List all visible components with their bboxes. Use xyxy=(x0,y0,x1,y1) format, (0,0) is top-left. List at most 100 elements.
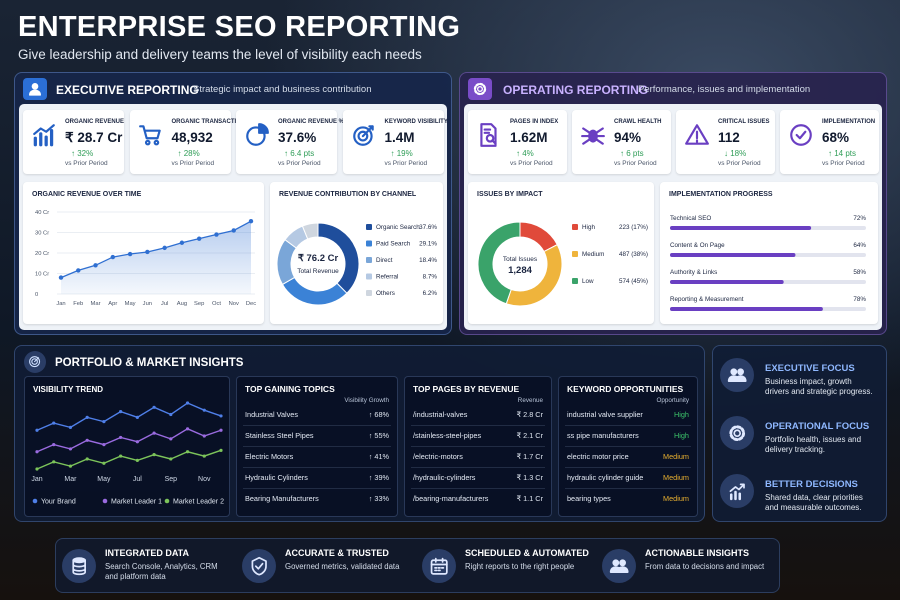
x-tick-label: Mar xyxy=(91,301,101,307)
row-label: Industrial Valves xyxy=(245,410,298,419)
x-tick-label: Nov xyxy=(198,476,211,483)
feature-title: ACTIONABLE INSIGHTS xyxy=(645,548,750,558)
value-label: 64% xyxy=(853,242,866,249)
panel-body: PAGES IN INDEX 1.62M ↑ 4% vs Prior Period CR… xyxy=(464,104,882,330)
focus-text: Business impact, growth drivers and stra… xyxy=(765,377,873,396)
operating-panel: OPERATING REPORTING Performance, issues a… xyxy=(459,72,887,335)
row-divider xyxy=(565,488,691,489)
kpi-label: ORGANIC TRANSACTIONS xyxy=(171,119,250,125)
legend-label: Low xyxy=(582,278,594,285)
row-divider xyxy=(411,446,545,447)
point xyxy=(52,460,56,464)
row-value: ↑ 39% xyxy=(368,473,389,482)
point xyxy=(52,421,56,425)
row-label: /electric-motors xyxy=(413,452,463,461)
icon xyxy=(138,125,161,146)
donut-segment xyxy=(477,221,521,305)
executive-panel: EXECUTIVE REPORTING Strategic impact and … xyxy=(14,72,452,335)
icon xyxy=(685,124,709,145)
row-label: industrial valve supplier xyxy=(567,410,643,419)
row-divider xyxy=(411,467,545,468)
icon xyxy=(430,557,448,575)
kpi-card: ORGANIC TRANSACTIONS 48,932 ↑ 28% vs Prior … xyxy=(129,110,249,174)
x-tick-label: Aug xyxy=(177,301,187,307)
row-value: ₹ 1.3 Cr xyxy=(516,473,543,482)
icon xyxy=(29,356,41,368)
icon-shape xyxy=(144,139,151,146)
x-tick-label: Apr xyxy=(108,301,117,307)
donut-segment xyxy=(281,276,348,306)
icon xyxy=(729,483,745,500)
kpi-label: IMPLEMENTATION xyxy=(822,119,876,125)
legend-label: Organic Search xyxy=(376,224,420,231)
icon-shape xyxy=(685,124,709,145)
kpi-value: 112 xyxy=(718,130,740,145)
row-divider xyxy=(411,488,545,489)
kpi-note: vs Prior Period xyxy=(384,160,428,167)
feature-text: Search Console, Analytics, CRM and platf… xyxy=(105,562,218,581)
icon-shape xyxy=(609,565,629,573)
x-tick-label: Nov xyxy=(229,301,239,307)
value-label: 37.6% xyxy=(419,224,437,231)
point xyxy=(35,428,39,432)
card-title: KEYWORD OPPORTUNITIES xyxy=(567,384,684,394)
row-value: Medium xyxy=(663,473,689,482)
kpi-note: vs Prior Period xyxy=(614,160,657,167)
point xyxy=(202,454,206,458)
kpi-note: vs Prior Period xyxy=(510,160,553,167)
row-label: electric motor price xyxy=(567,452,629,461)
donut-segment xyxy=(301,222,319,240)
legend-label: Others xyxy=(376,290,395,297)
kpi-note: vs Prior Period xyxy=(65,160,108,167)
x-tick-label: Jan xyxy=(31,476,42,483)
kpi-value: 1.62M xyxy=(510,130,548,145)
kpi-card: CRAWL HEALTH 94% ↑ 6 pts vs Prior Period xyxy=(572,110,671,174)
point xyxy=(35,450,39,454)
x-tick-label: Sep xyxy=(194,301,204,307)
row-divider xyxy=(565,446,691,447)
icon-badge xyxy=(720,358,754,392)
icon-shape xyxy=(34,357,40,363)
panel-subtitle: Performance, issues and implementation xyxy=(638,84,811,95)
kpi-label: PAGES IN INDEX xyxy=(510,119,559,125)
point xyxy=(145,249,150,255)
kpi-value: 37.6% xyxy=(278,130,317,145)
x-tick-label: Jan xyxy=(56,301,65,307)
icon-shape xyxy=(736,368,744,375)
chart-svg: Total Issues 1,284 High 223 (17%) Medium 487 … xyxy=(477,221,648,307)
y-tick-label: 30 Cr xyxy=(35,231,49,237)
chart-card: ORGANIC REVENUE OVER TIME 0 10 Cr 20 Cr 30 C… xyxy=(23,182,264,324)
row-value: ₹ 1.7 Cr xyxy=(516,452,543,461)
icon-badge xyxy=(422,549,456,583)
point xyxy=(76,268,81,273)
point xyxy=(231,228,236,233)
point xyxy=(202,408,206,412)
point xyxy=(58,275,64,280)
legend-swatch xyxy=(32,498,38,504)
point xyxy=(127,251,133,257)
kpi-delta: ↑ 28% xyxy=(177,149,200,158)
bar-label: Authority & Links xyxy=(670,269,717,276)
x-tick-label: Sep xyxy=(165,476,178,483)
row-value: High xyxy=(673,410,689,419)
icon-shape xyxy=(612,559,619,566)
point xyxy=(68,447,73,451)
icon-shape xyxy=(477,86,483,92)
focus-title: BETTER DECISIONS xyxy=(765,479,858,490)
chart-svg: Your Brand Market Leader 1 Market Leader 2… xyxy=(31,401,224,506)
icon-shape xyxy=(357,130,368,142)
value-label: 58% xyxy=(853,269,866,276)
kpi-delta: ↑ 19% xyxy=(390,149,413,158)
value-label: 487 (38%) xyxy=(619,251,648,258)
area xyxy=(61,221,251,294)
legend-swatch xyxy=(572,251,578,257)
point xyxy=(135,415,139,419)
point xyxy=(119,435,123,440)
icon-shape xyxy=(729,483,745,492)
icon-shape xyxy=(473,82,487,96)
panel-title: OPERATING REPORTING xyxy=(503,83,649,97)
chart-card: ISSUES BY IMPACT Total Issues 1,284 High 223… xyxy=(468,182,654,324)
row-label: hydraulic cylinder guide xyxy=(567,473,644,482)
page-subtitle: Give leadership and delivery teams the l… xyxy=(18,47,422,62)
kpi-value: ₹ 28.7 Cr xyxy=(65,130,123,145)
